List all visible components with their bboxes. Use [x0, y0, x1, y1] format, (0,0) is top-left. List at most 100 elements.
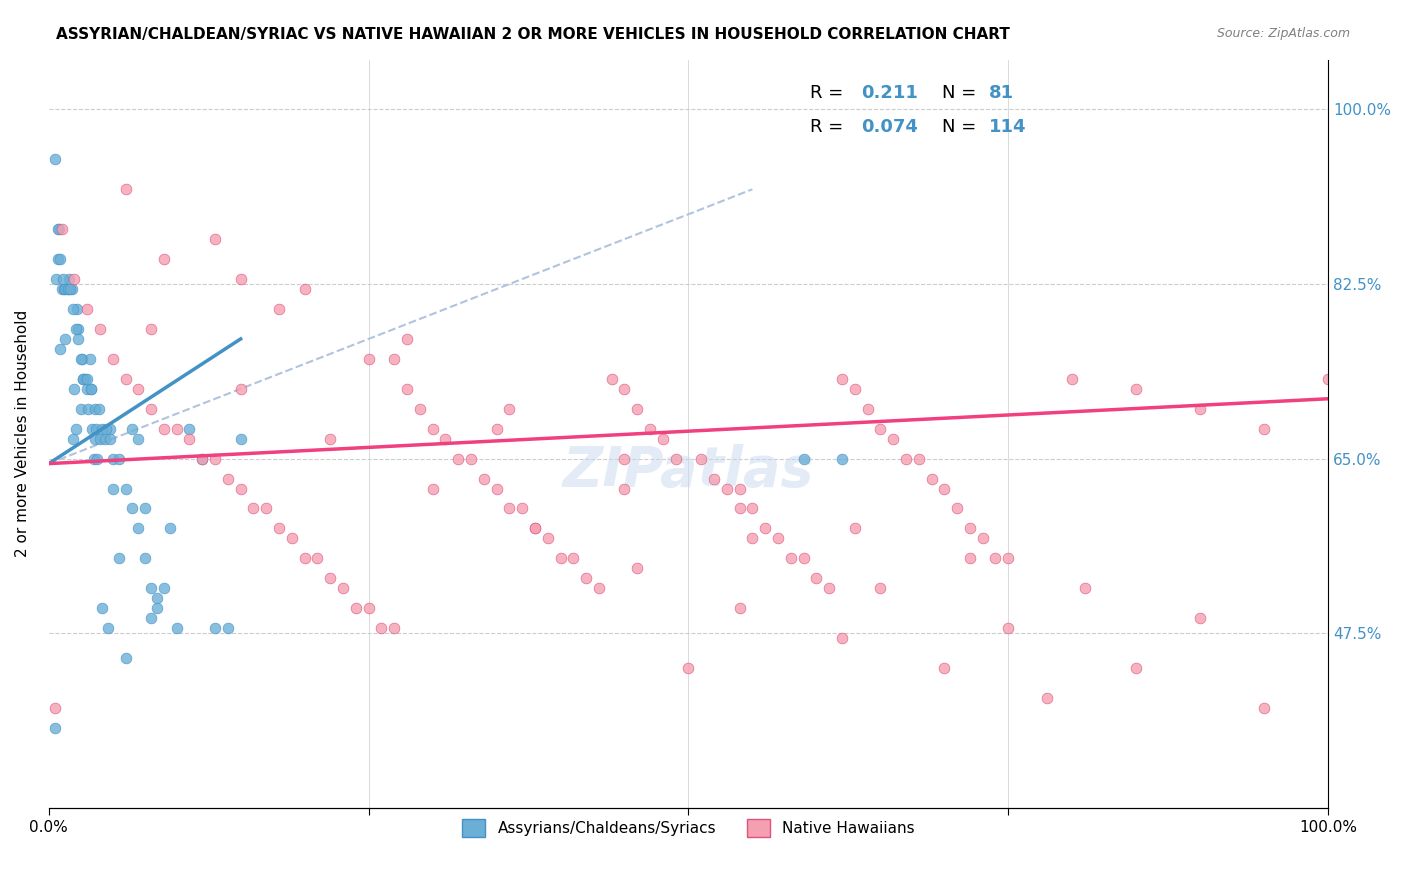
Assyrians/Chaldeans/Syriacs — [139, 582, 162, 596]
Assyrians/Chaldeans/Syriacs — [44, 721, 66, 735]
Native Hawaiians — [229, 482, 252, 496]
Native Hawaiians — [267, 521, 290, 535]
Assyrians/Chaldeans/Syriacs — [121, 422, 143, 436]
Native Hawaiians — [972, 532, 994, 546]
Native Hawaiians — [934, 482, 956, 496]
Native Hawaiians — [959, 521, 981, 535]
Text: R =: R = — [810, 84, 849, 103]
Assyrians/Chaldeans/Syriacs — [55, 282, 77, 296]
Native Hawaiians — [434, 432, 457, 446]
Assyrians/Chaldeans/Syriacs — [62, 432, 84, 446]
Native Hawaiians — [690, 451, 713, 466]
Assyrians/Chaldeans/Syriacs — [146, 591, 169, 606]
Native Hawaiians — [1189, 401, 1212, 416]
Assyrians/Chaldeans/Syriacs — [65, 422, 87, 436]
Native Hawaiians — [806, 571, 828, 585]
Assyrians/Chaldeans/Syriacs — [56, 282, 79, 296]
Assyrians/Chaldeans/Syriacs — [159, 521, 181, 535]
Assyrians/Chaldeans/Syriacs — [72, 372, 94, 386]
Native Hawaiians — [728, 501, 751, 516]
Native Hawaiians — [818, 582, 841, 596]
Native Hawaiians — [89, 322, 111, 336]
Assyrians/Chaldeans/Syriacs — [52, 272, 75, 286]
Native Hawaiians — [831, 372, 853, 386]
Native Hawaiians — [856, 401, 879, 416]
Assyrians/Chaldeans/Syriacs — [204, 621, 226, 635]
Assyrians/Chaldeans/Syriacs — [86, 451, 108, 466]
Text: N =: N = — [942, 84, 981, 103]
Assyrians/Chaldeans/Syriacs — [72, 372, 94, 386]
Native Hawaiians — [678, 661, 700, 675]
Text: Source: ZipAtlas.com: Source: ZipAtlas.com — [1216, 27, 1350, 40]
Assyrians/Chaldeans/Syriacs — [97, 621, 120, 635]
Native Hawaiians — [651, 432, 673, 446]
Native Hawaiians — [1125, 382, 1147, 396]
Native Hawaiians — [447, 451, 470, 466]
Native Hawaiians — [1189, 611, 1212, 625]
Native Hawaiians — [217, 472, 239, 486]
Native Hawaiians — [179, 432, 201, 446]
Native Hawaiians — [869, 582, 891, 596]
Assyrians/Chaldeans/Syriacs — [44, 153, 66, 167]
Native Hawaiians — [613, 482, 636, 496]
Native Hawaiians — [537, 532, 560, 546]
Native Hawaiians — [127, 382, 149, 396]
Assyrians/Chaldeans/Syriacs — [101, 451, 124, 466]
Native Hawaiians — [959, 551, 981, 566]
Native Hawaiians — [44, 701, 66, 715]
Y-axis label: 2 or more Vehicles in Household: 2 or more Vehicles in Household — [15, 310, 30, 558]
Assyrians/Chaldeans/Syriacs — [77, 401, 100, 416]
Native Hawaiians — [523, 521, 546, 535]
Assyrians/Chaldeans/Syriacs — [179, 422, 201, 436]
Native Hawaiians — [229, 272, 252, 286]
Assyrians/Chaldeans/Syriacs — [108, 551, 131, 566]
Legend: Assyrians/Chaldeans/Syriacs, Native Hawaiians: Assyrians/Chaldeans/Syriacs, Native Hawa… — [454, 811, 922, 845]
Assyrians/Chaldeans/Syriacs — [76, 382, 98, 396]
Native Hawaiians — [728, 482, 751, 496]
Assyrians/Chaldeans/Syriacs — [83, 401, 105, 416]
Assyrians/Chaldeans/Syriacs — [48, 222, 70, 236]
Assyrians/Chaldeans/Syriacs — [70, 351, 93, 366]
Native Hawaiians — [357, 351, 380, 366]
Native Hawaiians — [114, 182, 136, 196]
Text: R =: R = — [810, 118, 849, 136]
Assyrians/Chaldeans/Syriacs — [217, 621, 239, 635]
Native Hawaiians — [831, 631, 853, 645]
Native Hawaiians — [1253, 422, 1275, 436]
Native Hawaiians — [588, 582, 610, 596]
Assyrians/Chaldeans/Syriacs — [46, 222, 69, 236]
Native Hawaiians — [779, 551, 801, 566]
Assyrians/Chaldeans/Syriacs — [79, 351, 101, 366]
Native Hawaiians — [242, 501, 264, 516]
Native Hawaiians — [485, 482, 508, 496]
Native Hawaiians — [997, 621, 1019, 635]
Native Hawaiians — [153, 422, 176, 436]
Native Hawaiians — [370, 621, 392, 635]
Assyrians/Chaldeans/Syriacs — [134, 551, 156, 566]
Native Hawaiians — [638, 422, 661, 436]
Assyrians/Chaldeans/Syriacs — [793, 451, 815, 466]
Native Hawaiians — [294, 282, 316, 296]
Assyrians/Chaldeans/Syriacs — [82, 422, 104, 436]
Native Hawaiians — [1074, 582, 1097, 596]
Native Hawaiians — [741, 532, 763, 546]
Native Hawaiians — [76, 301, 98, 316]
Native Hawaiians — [498, 401, 520, 416]
Assyrians/Chaldeans/Syriacs — [83, 451, 105, 466]
Native Hawaiians — [844, 521, 866, 535]
Assyrians/Chaldeans/Syriacs — [58, 272, 80, 286]
Native Hawaiians — [166, 422, 188, 436]
Assyrians/Chaldeans/Syriacs — [69, 351, 91, 366]
Native Hawaiians — [934, 661, 956, 675]
Assyrians/Chaldeans/Syriacs — [56, 282, 79, 296]
Native Hawaiians — [626, 401, 648, 416]
Native Hawaiians — [716, 482, 738, 496]
Native Hawaiians — [907, 451, 929, 466]
Native Hawaiians — [523, 521, 546, 535]
Assyrians/Chaldeans/Syriacs — [114, 651, 136, 665]
Assyrians/Chaldeans/Syriacs — [63, 382, 86, 396]
Native Hawaiians — [114, 372, 136, 386]
Native Hawaiians — [382, 621, 405, 635]
Assyrians/Chaldeans/Syriacs — [51, 282, 73, 296]
Native Hawaiians — [254, 501, 277, 516]
